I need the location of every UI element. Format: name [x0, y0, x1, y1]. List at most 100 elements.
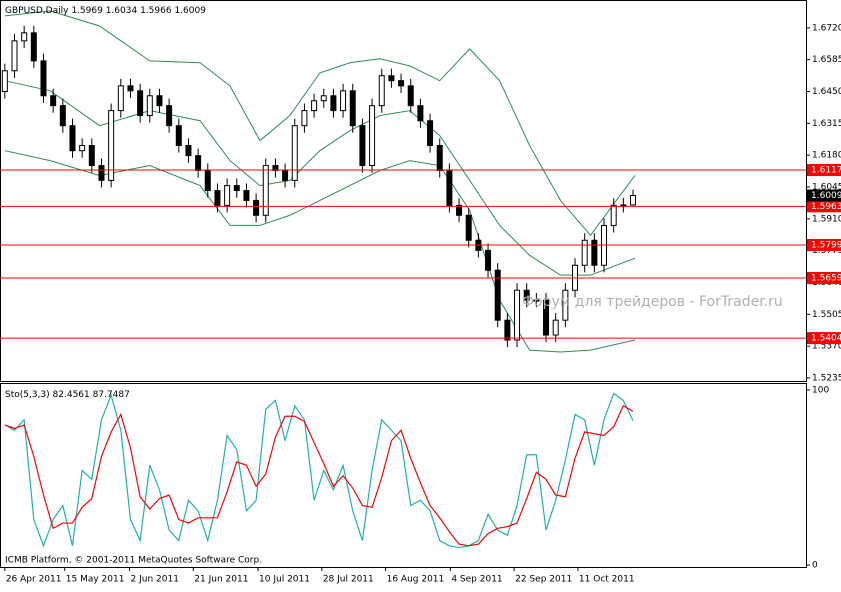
candle-body — [98, 165, 105, 181]
candle-body — [50, 95, 57, 107]
candle-body — [562, 289, 569, 321]
band-line — [4, 150, 636, 353]
candle-body — [233, 185, 240, 192]
title-symbol: GBPUSD,Daily — [5, 6, 69, 16]
chart-title: GBPUSD,Daily 1.5969 1.6034 1.5966 1.6009 — [5, 6, 206, 16]
candle-body — [485, 249, 492, 271]
candle-body — [137, 90, 144, 117]
candle-body — [398, 80, 405, 87]
x-tick-label: 26 Apr 2011 — [6, 575, 62, 585]
candle-body — [243, 190, 250, 201]
indicator-value: 87.7487 — [93, 390, 130, 400]
candle-body — [427, 120, 434, 147]
level-label: 1.6117 — [811, 166, 841, 176]
level-label-box — [807, 271, 841, 284]
candle-body — [533, 299, 540, 302]
candle-body — [11, 40, 18, 72]
y-tick-label: 1.6315 — [812, 119, 841, 129]
candle-body — [156, 95, 163, 107]
y-tick-label: 1.6450 — [812, 87, 841, 97]
candle-body — [620, 204, 627, 207]
candle-body — [320, 95, 327, 102]
level-label: 1.5404 — [811, 334, 841, 344]
indicator-name: Sto(5,3,3) — [5, 390, 50, 400]
candle-body — [40, 60, 47, 97]
candle-body — [117, 85, 124, 112]
x-tick-label: 11 Oct 2011 — [579, 575, 635, 585]
candle-body — [591, 239, 598, 266]
x-tick-label: 21 Jun 2011 — [194, 575, 248, 585]
candle-body — [166, 105, 173, 127]
candle-body — [69, 125, 76, 152]
title-low: 1.5966 — [140, 6, 172, 16]
candle-body — [543, 299, 550, 336]
candle-body — [127, 85, 134, 92]
candle-body — [301, 110, 308, 127]
candle-body — [581, 239, 588, 266]
x-tick-label: 22 Sep 2011 — [515, 575, 572, 585]
candle-body — [456, 204, 463, 216]
candle-body — [185, 145, 192, 157]
candle-body — [349, 90, 356, 127]
candle-body — [417, 105, 424, 122]
level-label: 1.5659 — [811, 273, 841, 283]
level-label-box — [807, 238, 841, 251]
candle-body — [79, 145, 86, 152]
candle-body — [108, 110, 115, 181]
stochastic-panel — [0, 383, 807, 568]
x-tick-label: 15 May 2011 — [66, 575, 125, 585]
price-label: 1.6009 — [811, 191, 841, 201]
y-tick-label: 1.6045 — [812, 182, 841, 192]
candle-body — [523, 289, 530, 301]
candle-body — [359, 125, 366, 167]
candle-body — [494, 269, 501, 321]
candle-body — [552, 319, 559, 336]
candle-body — [369, 105, 376, 167]
candle-body — [214, 190, 221, 206]
candle-body — [610, 204, 617, 226]
y-tick-label: 1.5370 — [812, 342, 841, 352]
candle-body — [1, 70, 8, 93]
candle-body — [195, 155, 202, 171]
candle-body — [504, 319, 511, 341]
level-label-box — [807, 164, 841, 177]
candle-body — [262, 165, 269, 216]
candle-body — [378, 75, 385, 107]
x-tick-label: 4 Sep 2011 — [451, 575, 502, 585]
candle-body — [175, 125, 182, 147]
level-label-box — [807, 332, 841, 345]
y-tick-label: 1.5775 — [812, 246, 841, 256]
x-tick-label: 2 Jun 2011 — [131, 575, 179, 585]
price-label-box — [807, 189, 841, 202]
indicator-value: 82.4561 — [53, 390, 90, 400]
x-tick-label: 28 Jul 2011 — [323, 575, 374, 585]
candle-body — [340, 90, 347, 112]
candle-body — [436, 145, 443, 171]
candle-body — [514, 289, 521, 341]
y-tick-label: 0 — [812, 561, 818, 571]
title-high: 1.6034 — [106, 6, 138, 16]
candle-body — [291, 125, 298, 181]
band-line — [4, 10, 636, 237]
level-label-box — [807, 200, 841, 213]
watermark: Форум для трейдеров - ForTrader.ru — [522, 294, 783, 310]
candle-body — [253, 199, 260, 216]
y-tick-label: 1.6585 — [812, 55, 841, 65]
stochastic-line — [4, 392, 634, 549]
y-tick-label: 1.6180 — [812, 151, 841, 161]
candle-body — [59, 105, 66, 127]
candle-body — [388, 75, 395, 82]
candle-body — [88, 145, 95, 167]
level-label: 1.5799 — [811, 240, 841, 250]
candle-body — [330, 95, 337, 112]
y-tick-label: 1.6720 — [812, 23, 841, 33]
candle-body — [224, 185, 231, 206]
y-tick-label: 1.5235 — [812, 373, 841, 383]
x-tick-label: 16 Aug 2011 — [387, 575, 445, 585]
x-tick-label: 10 Jul 2011 — [259, 575, 310, 585]
candle-body — [465, 214, 472, 241]
candle-body — [311, 100, 318, 112]
y-tick-label: 100 — [812, 385, 829, 395]
